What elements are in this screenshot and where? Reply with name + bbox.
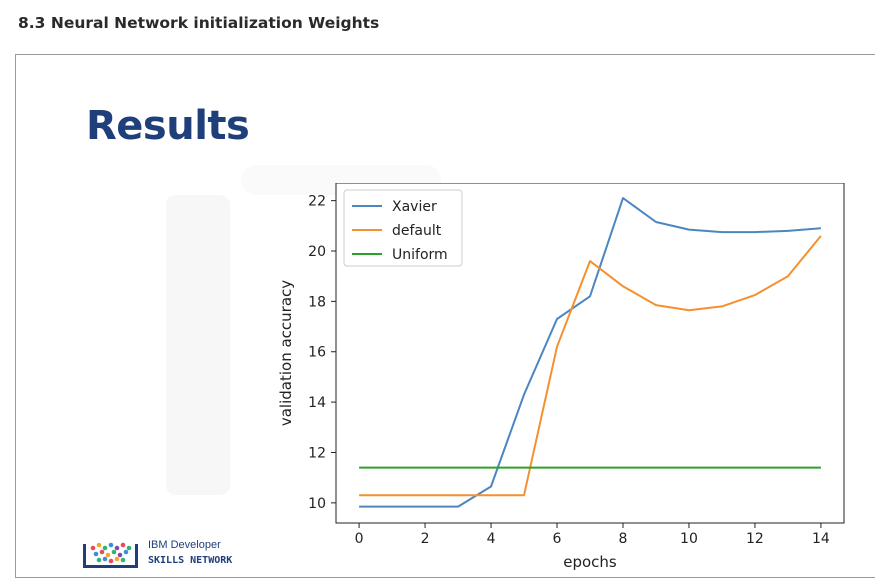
y-tick-label: 14 (308, 395, 326, 411)
x-tick-label: 14 (812, 531, 830, 547)
y-tick-label: 12 (308, 445, 326, 461)
ibm-skills-network-logo-icon (83, 542, 138, 568)
x-tick-label: 8 (619, 531, 628, 547)
y-tick-label: 20 (308, 244, 326, 260)
slide-title: Results (86, 103, 250, 149)
y-tick-label: 22 (308, 194, 326, 210)
x-tick-label: 12 (746, 531, 764, 547)
x-tick-label: 6 (553, 531, 562, 547)
legend-box (343, 189, 463, 267)
x-axis-label: epochs (563, 553, 617, 571)
page-heading: 8.3 Neural Network initialization Weight… (18, 14, 380, 32)
slide-frame: Results 0 2 4 6 8 10 12 14 10 12 14 16 18 20 22 epochs v… (15, 54, 875, 578)
logo-line-1: IBM Developer (148, 539, 221, 551)
logo-text: IBM Developer SKILLS NETWORK (148, 538, 234, 568)
legend-label-uniform: Uniform (392, 247, 448, 263)
y-tick-label: 16 (308, 345, 326, 361)
background-watermark (166, 195, 230, 495)
x-tick-label: 0 (355, 531, 364, 547)
logo-line-2: SKILLS NETWORK (148, 555, 233, 566)
y-axis-label: validation accuracy (277, 280, 295, 426)
series-line-default (359, 235, 822, 497)
line-chart: 0 2 4 6 8 10 12 14 10 12 14 16 18 20 22 epochs validatio… (277, 183, 845, 571)
legend-label-xavier: Xavier (392, 199, 437, 215)
y-tick-label: 10 (308, 496, 326, 512)
legend-label-default: default (392, 223, 442, 239)
x-tick-label: 10 (680, 531, 698, 547)
series-line-xavier (359, 197, 821, 508)
x-tick-label: 4 (487, 531, 496, 547)
x-tick-label: 2 (421, 531, 430, 547)
y-tick-label: 18 (308, 294, 326, 310)
